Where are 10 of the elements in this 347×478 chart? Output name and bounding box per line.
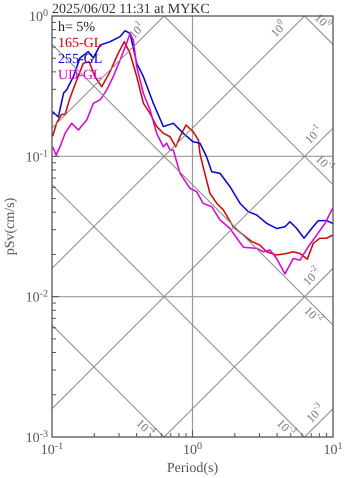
y-tick-label: 10$^{0}$ <box>28 8 48 25</box>
legend-title: h= 5% <box>58 20 96 36</box>
x-tick-label: 10$^{0}$ <box>182 440 202 458</box>
chart-title: 2025/06/02 11:31 at MYKC <box>52 2 210 17</box>
y-axis-title: pSv(cm/s) <box>3 197 18 256</box>
x-tick-label: 10$^{1}$ <box>323 440 343 458</box>
series-label: 165-GL <box>58 36 102 52</box>
y-tick-label: 10$^{-2}$ <box>26 288 48 306</box>
y-tick-label: 10$^{-1}$ <box>26 148 48 166</box>
x-axis-title: Period(s) <box>166 461 218 476</box>
